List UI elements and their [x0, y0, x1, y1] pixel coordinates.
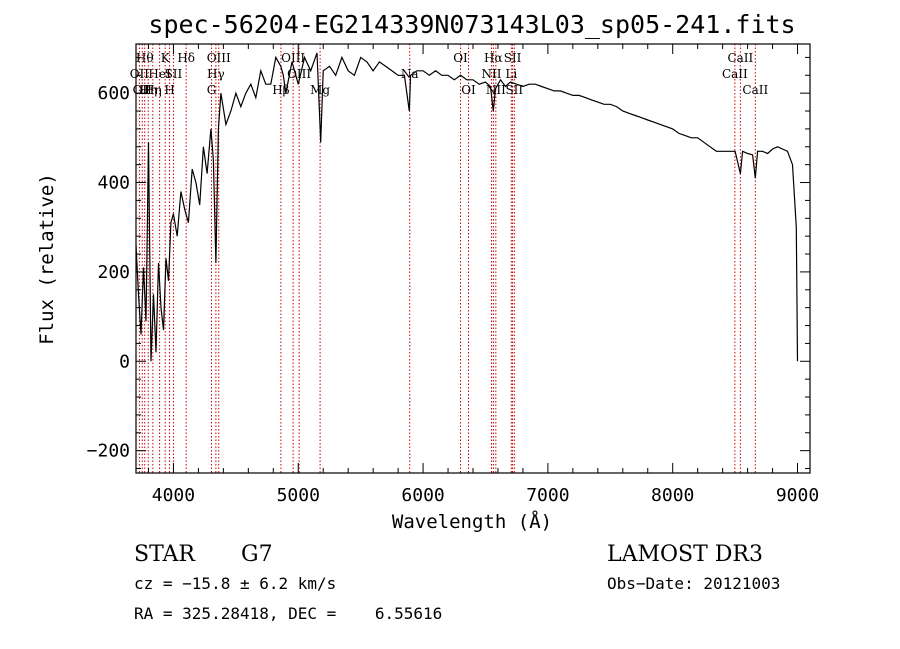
- y-tick-label-1: 0: [119, 351, 130, 372]
- x-tick-label-3: 7000: [526, 485, 569, 506]
- line-label-20: NII: [481, 67, 501, 81]
- line-label-5: HeI: [148, 67, 171, 81]
- line-label-18: OI: [453, 51, 468, 65]
- y-tick-label-0: −200: [87, 441, 130, 462]
- line-label-2: Hθ: [136, 51, 154, 65]
- line-label-24: SII: [504, 51, 522, 65]
- y-tick-label-4: 600: [97, 83, 130, 104]
- object-class: STAR: [134, 542, 196, 567]
- spectrum-series-line: [135, 52, 799, 362]
- x-tick-label-5: 9000: [776, 485, 819, 506]
- line-label-14: OIII: [281, 51, 305, 65]
- coordinates: RA = 325.28418, DEC = 6.55616: [134, 604, 442, 623]
- info-panel: STAR G7 LAMOST DR3 cz = −15.8 ± 6.2 km/s…: [134, 542, 780, 623]
- line-label-6: K: [161, 51, 171, 65]
- y-axis-label: Flux (relative): [36, 173, 58, 345]
- y-axis-ticks: −200 0 200 400 600: [87, 56, 810, 470]
- object-subclass: G7: [241, 542, 273, 567]
- spectral-line-markers: [138, 44, 756, 473]
- x-tick-label-1: 5000: [277, 485, 320, 506]
- survey-name: LAMOST DR3: [607, 542, 763, 567]
- line-label-0: OII: [130, 67, 150, 81]
- line-label-4: Hη: [144, 83, 162, 97]
- x-tick-label-2: 6000: [401, 485, 444, 506]
- plot-frame: [135, 43, 811, 474]
- line-label-28: CaII: [742, 83, 768, 97]
- x-axis-label: Wavelength (Å): [392, 510, 552, 533]
- x-tick-label-4: 8000: [651, 485, 694, 506]
- line-label-23: Li: [505, 67, 517, 81]
- spectral-line-labels: OIIOIIHθHηHηHeIKHSIIHδGHγOIIIHβOIIIOIIIM…: [130, 51, 769, 97]
- x-axis-ticks: 4000 5000 6000 7000 8000 9000: [147, 44, 819, 506]
- line-label-15: OIII: [287, 67, 311, 81]
- x-tick-label-0: 4000: [152, 485, 195, 506]
- line-label-19: OI: [461, 83, 476, 97]
- line-label-12: OIII: [207, 51, 231, 65]
- line-label-26: CaII: [722, 67, 748, 81]
- y-tick-label-3: 400: [97, 173, 130, 194]
- chart-title: spec-56204-EG214339N073143L03_sp05-241.f…: [148, 10, 795, 39]
- line-label-8: SII: [165, 67, 183, 81]
- line-label-25: SII: [505, 83, 523, 97]
- y-tick-label-2: 200: [97, 262, 130, 283]
- line-label-9: Hδ: [177, 51, 195, 65]
- line-label-7: H: [164, 83, 174, 97]
- line-label-16: Mg: [310, 83, 330, 97]
- line-label-21: Hα: [484, 51, 503, 65]
- line-label-10: G: [207, 83, 217, 97]
- line-label-27: CaII: [727, 51, 753, 65]
- observation-date: Obs−Date: 20121003: [607, 574, 780, 593]
- redshift-cz: cz = −15.8 ± 6.2 km/s: [134, 574, 336, 593]
- line-label-11: Hγ: [207, 67, 225, 81]
- line-label-17: Na: [401, 67, 419, 81]
